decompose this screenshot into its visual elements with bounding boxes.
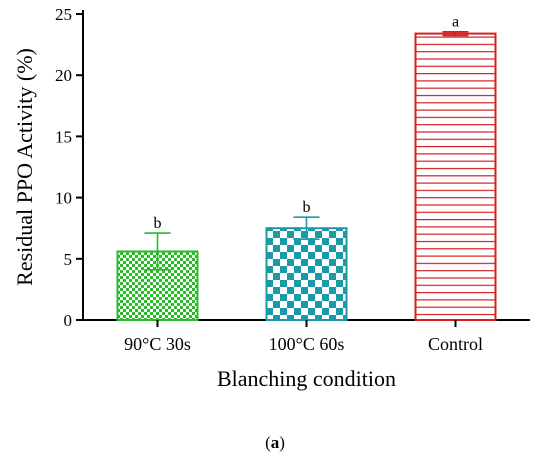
y-tick-label: 20 — [55, 66, 72, 85]
bar-chart: 0 5 10 15 20 25 b 90°C 30s b 100°C 60s a Control Bla… — [12, 5, 530, 391]
significance-label: b — [154, 215, 162, 232]
y-tick-label: 5 — [64, 250, 73, 269]
significance-label: b — [303, 199, 311, 216]
y-tick-label: 15 — [55, 127, 72, 146]
x-tick-label: Control — [428, 334, 483, 354]
bar — [265, 227, 348, 321]
y-tick-label: 10 — [55, 189, 72, 208]
x-axis-title: Blanching condition — [217, 366, 396, 391]
y-axis-title: Residual PPO Activity (%) — [12, 48, 37, 286]
bar — [414, 32, 497, 321]
figure-caption: (a) — [265, 433, 285, 452]
y-tick-label: 0 — [64, 311, 73, 330]
y-tick-label: 25 — [55, 5, 72, 24]
significance-label: a — [452, 14, 459, 31]
x-tick-label: 100°C 60s — [269, 334, 345, 354]
caption-label: a — [270, 433, 280, 452]
x-tick-label: 90°C 30s — [124, 334, 191, 354]
